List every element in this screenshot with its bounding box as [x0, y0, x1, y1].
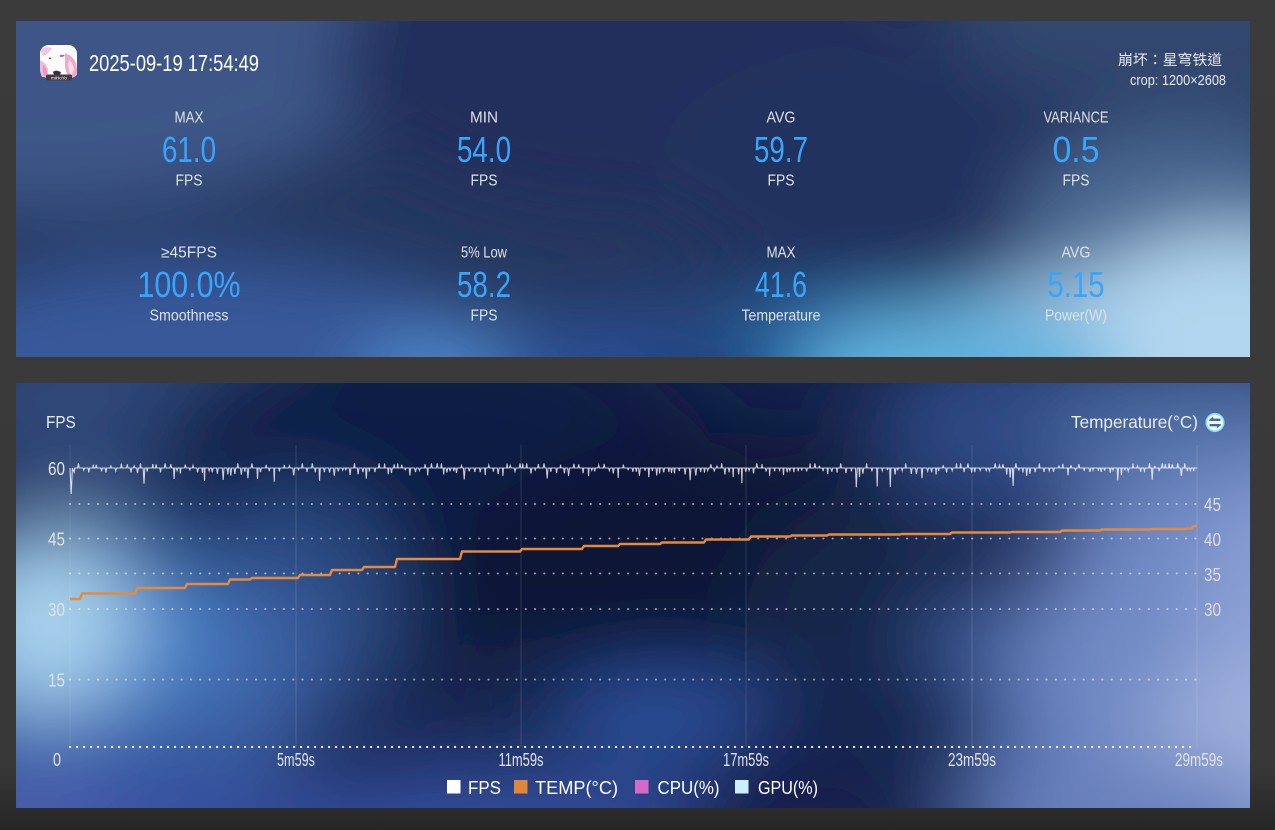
svg-text:FPS: FPS — [768, 173, 795, 190]
svg-text:30: 30 — [1204, 600, 1221, 620]
svg-text:FPS: FPS — [468, 778, 501, 798]
svg-text:5m59s: 5m59s — [277, 750, 315, 770]
svg-text:GPU(%): GPU(%) — [758, 778, 818, 798]
svg-text:MAX: MAX — [175, 110, 205, 127]
svg-text:58.2: 58.2 — [457, 264, 511, 305]
svg-text:Smoothness: Smoothness — [150, 308, 229, 325]
svg-text:100.0%: 100.0% — [138, 264, 241, 305]
svg-text:11m59s: 11m59s — [499, 750, 544, 770]
svg-text:miHoYo: miHoYo — [51, 76, 67, 81]
svg-text:0: 0 — [53, 750, 61, 770]
svg-text:5.15: 5.15 — [1048, 264, 1105, 305]
svg-text:AVG: AVG — [1062, 245, 1091, 262]
svg-text:15: 15 — [48, 671, 65, 691]
svg-text:29m59s: 29m59s — [1175, 750, 1223, 770]
svg-text:FPS: FPS — [176, 173, 203, 190]
svg-text:FPS: FPS — [46, 412, 76, 432]
svg-text:VARIANCE: VARIANCE — [1044, 110, 1109, 127]
svg-text:60: 60 — [48, 459, 65, 479]
svg-text:23m59s: 23m59s — [948, 750, 996, 770]
svg-text:54.0: 54.0 — [457, 129, 511, 170]
svg-text:17m59s: 17m59s — [723, 750, 769, 770]
svg-text:≥45FPS: ≥45FPS — [161, 245, 217, 262]
svg-text:FPS: FPS — [1063, 173, 1090, 190]
svg-text:5% Low: 5% Low — [461, 245, 508, 262]
svg-text:61.0: 61.0 — [162, 129, 216, 170]
svg-text:FPS: FPS — [471, 173, 498, 190]
svg-text:Temperature: Temperature — [742, 308, 821, 325]
svg-text:TEMP(°C): TEMP(°C) — [535, 778, 618, 798]
svg-text:41.6: 41.6 — [755, 264, 807, 305]
svg-text:Temperature(°C): Temperature(°C) — [1071, 412, 1198, 432]
svg-text:MIN: MIN — [470, 110, 498, 127]
svg-text:2025-09-19 17:54:49: 2025-09-19 17:54:49 — [89, 50, 259, 76]
svg-text:AVG: AVG — [767, 110, 796, 127]
svg-text:35: 35 — [1204, 565, 1221, 585]
svg-text:Power(W): Power(W) — [1045, 308, 1107, 325]
svg-text:45: 45 — [1204, 495, 1221, 515]
svg-text:30: 30 — [48, 600, 65, 620]
svg-text:59.7: 59.7 — [754, 129, 808, 170]
svg-text:CPU(%): CPU(%) — [658, 778, 720, 798]
svg-text:40: 40 — [1204, 530, 1221, 550]
svg-text:crop: 1200×2608: crop: 1200×2608 — [1130, 72, 1226, 89]
svg-text:45: 45 — [48, 530, 65, 550]
svg-text:FPS: FPS — [471, 308, 498, 325]
svg-text:0.5: 0.5 — [1053, 129, 1100, 170]
svg-text:MAX: MAX — [767, 245, 797, 262]
